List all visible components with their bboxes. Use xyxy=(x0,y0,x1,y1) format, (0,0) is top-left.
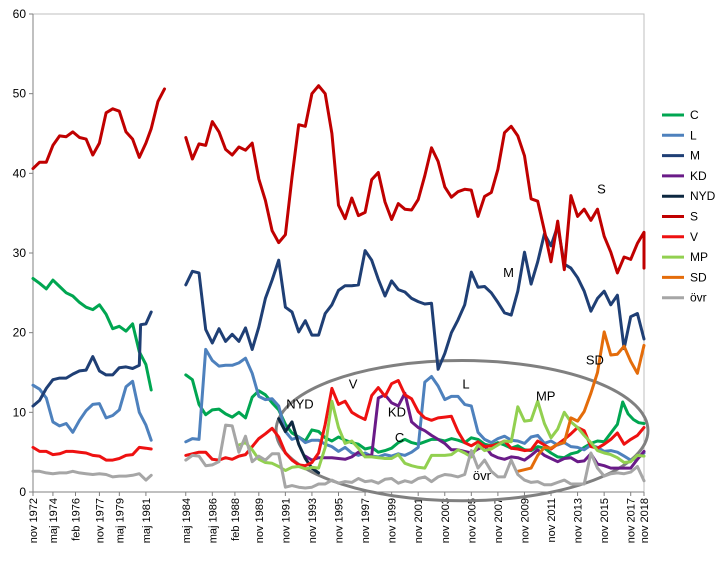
highlight-ellipse-layer xyxy=(274,359,650,503)
series-annotation-label: M xyxy=(503,265,514,280)
series-annotation-label: SD xyxy=(586,353,604,368)
x-tick-label: nov 2011 xyxy=(546,498,558,542)
x-tick-label: nov 2013 xyxy=(573,498,585,543)
x-tick-label: nov 2015 xyxy=(599,498,611,543)
x-tick-label: maj 1986 xyxy=(207,498,219,543)
series-line-v xyxy=(31,445,153,462)
series-mp-group xyxy=(237,399,646,472)
series-l-group xyxy=(31,347,646,462)
x-tick-label: maj 1974 xyxy=(48,498,60,543)
series-line-l xyxy=(184,347,646,462)
series-sd-group xyxy=(516,330,646,473)
y-tick-label: 50 xyxy=(13,87,27,101)
series-line-m xyxy=(31,310,153,408)
x-tick-label: maj 1984 xyxy=(181,498,193,543)
legend-label: M xyxy=(690,149,700,163)
legend-label: L xyxy=(690,128,697,142)
series-line-m xyxy=(184,224,646,371)
series-line-mp xyxy=(237,399,646,472)
x-tick-label: nov 1993 xyxy=(307,498,319,543)
x-axis: nov 1972 maj 1974 feb 1976 nov 1977 maj 1979… xyxy=(28,491,651,543)
x-tick-label: nov 2018 xyxy=(639,498,651,543)
legend-label: övr xyxy=(690,291,707,305)
series-annotation-label: övr xyxy=(473,468,492,483)
y-tick-label: 0 xyxy=(19,485,26,499)
series-line-sd xyxy=(516,330,646,473)
x-tick-label: nov 1972 xyxy=(28,498,40,543)
series-line-v xyxy=(184,379,646,468)
x-tick-label: nov 2009 xyxy=(519,498,531,543)
legend-label: V xyxy=(690,230,698,244)
x-tick-label: nov 2007 xyxy=(493,498,505,543)
legend-label: C xyxy=(690,108,699,122)
series-line-l xyxy=(31,379,153,442)
x-tick-label: nov 1977 xyxy=(94,498,106,543)
x-tick-label: nov 1997 xyxy=(360,498,372,543)
series-s-group xyxy=(31,84,646,275)
x-tick-label: nov 1995 xyxy=(334,498,346,543)
series-line-ovr xyxy=(31,469,153,482)
series-line-c xyxy=(31,277,153,392)
legend-label: SD xyxy=(690,270,707,284)
x-tick-label: nov 1991 xyxy=(280,498,292,543)
series-annotation-label: C xyxy=(395,430,404,445)
x-tick-label: maj 1979 xyxy=(114,498,126,543)
x-tick-label: nov 1989 xyxy=(254,498,266,543)
x-tick-label: nov 2001 xyxy=(413,498,425,543)
legend: CLM KD NYD SV MP SD övr xyxy=(662,108,716,305)
legend-label: MP xyxy=(690,250,708,264)
y-tick-label: 30 xyxy=(13,246,27,260)
series-annotation-label: KD xyxy=(388,404,406,419)
legend-label: S xyxy=(690,210,698,224)
highlight-ellipse xyxy=(274,359,650,503)
x-tick-label: feb 1976 xyxy=(71,498,83,541)
series-annotation-label: V xyxy=(349,376,358,391)
y-tick-label: 60 xyxy=(13,7,27,21)
series-annotation-label: L xyxy=(462,376,469,391)
series-line-s xyxy=(184,84,646,275)
y-tick-label: 40 xyxy=(13,166,27,180)
series-m-group xyxy=(31,224,646,408)
legend-label: NYD xyxy=(690,189,716,203)
series-ovr-group xyxy=(31,423,646,490)
series-annotation-label: S xyxy=(597,181,606,196)
series-v-group xyxy=(31,379,646,468)
series-line-ovr xyxy=(184,423,646,490)
y-tick-label: 20 xyxy=(13,326,27,340)
x-tick-label: nov 1999 xyxy=(387,498,399,543)
series-layer xyxy=(31,84,646,490)
series-annotation-label: NYD xyxy=(286,396,313,411)
x-tick-label: maj 1981 xyxy=(141,498,153,543)
series-line-s xyxy=(31,87,166,171)
legend-label: KD xyxy=(690,169,707,183)
x-tick-label: nov 2003 xyxy=(440,498,452,543)
series-annotation-label: MP xyxy=(536,388,556,403)
x-tick-label: nov 2017 xyxy=(626,498,638,543)
y-tick-label: 10 xyxy=(13,405,27,419)
x-tick-label: nov 2005 xyxy=(466,498,478,543)
x-tick-label: feb 1988 xyxy=(230,498,242,541)
y-axis: 0 10 20 30 40 50 60 xyxy=(13,7,34,499)
